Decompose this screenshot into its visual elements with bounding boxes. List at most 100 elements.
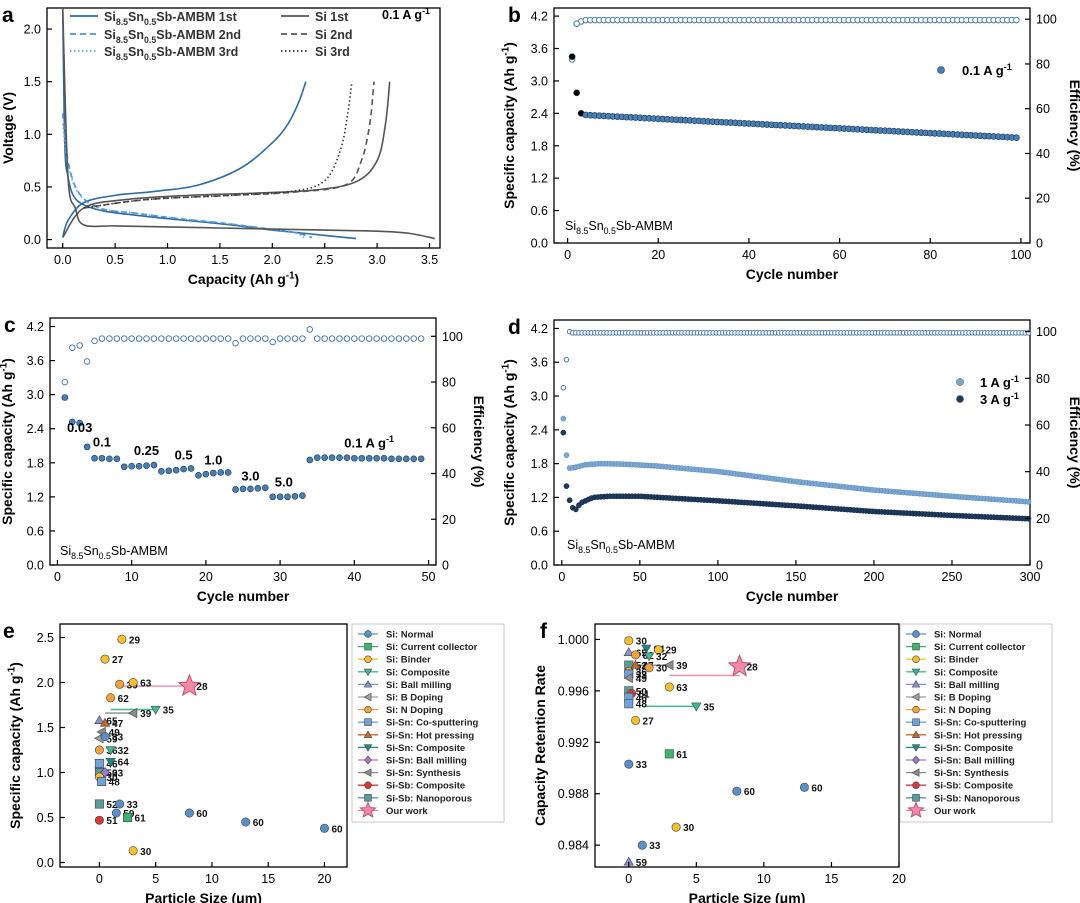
capacity-point (328, 454, 336, 461)
efficiency-point (373, 335, 380, 342)
y2-tick-label: 80 (1036, 57, 1050, 71)
efficiency-point (284, 335, 291, 342)
point-ref-label: 61 (676, 750, 688, 761)
x-tick-label: 20 (892, 872, 906, 886)
capacity-point (417, 455, 425, 463)
point-ref-label: 35 (703, 702, 715, 713)
point-ref-label: 33 (112, 733, 124, 744)
legend-marker (937, 66, 945, 74)
capacity-point (202, 470, 210, 478)
capacity-point (106, 455, 113, 463)
efficiency-point (165, 335, 173, 342)
efficiency-point (388, 335, 395, 342)
x-tick-label: 0 (625, 872, 632, 886)
data-point (94, 745, 104, 755)
y-axis-label-group: Specific capacity (Ah g-1) (0, 358, 15, 525)
efficiency-point (269, 338, 276, 346)
efficiency-point (336, 335, 343, 342)
y-tick-label: 2.4 (531, 423, 548, 437)
legend-label: Si: Binder (934, 655, 979, 666)
x-axis-label: Particle Size (μm) (145, 890, 262, 903)
y-tick-label: 3.6 (531, 356, 548, 370)
legend-label: Si: Current collector (934, 642, 1026, 653)
data-point (624, 636, 634, 646)
legend-label: 3 A g-1 (980, 391, 1019, 407)
legend-marker (912, 630, 920, 638)
rate-label: 0.5 (175, 447, 193, 462)
y-tick-label: 0.5 (37, 811, 54, 825)
capacity-point (210, 469, 217, 477)
capacity-point-3A (572, 506, 579, 513)
y-tick-label: 0.992 (558, 736, 589, 750)
capacity-point (365, 454, 373, 462)
point-ref-label: 50 (636, 687, 648, 698)
point-ref-label: 65 (106, 716, 118, 727)
legend-label: Si-Sb: Composite (386, 781, 465, 792)
legend-marker (364, 642, 372, 651)
data-point (94, 715, 105, 724)
voltage-curve (61, 7, 357, 240)
capacity-point (195, 471, 202, 479)
legend-label: Si-Sn: Synthesis (386, 768, 461, 779)
y2-axis-label-group: Efficiency (%) (1067, 80, 1080, 172)
efficiency-point (563, 356, 570, 363)
y2-tick-label: 60 (1036, 102, 1050, 116)
data-point (691, 702, 702, 712)
x-tick-label: 20 (318, 872, 332, 886)
legend-label: Si: Composite (386, 667, 450, 678)
data-point (99, 717, 111, 727)
y-tick-label: 1.8 (531, 457, 548, 471)
legend-label: Si: Ball milling (934, 680, 1000, 691)
y2-tick-label: 0 (1036, 237, 1043, 251)
legend-label: Si: B Doping (934, 693, 991, 704)
y2-tick-label: 100 (1036, 325, 1057, 339)
x-tick-label: 0.0 (54, 253, 71, 267)
point-ref-label: 30 (140, 847, 152, 858)
panel-f: 3064296562325247393036332849635051464835… (532, 620, 1053, 903)
point-ref-label: 33 (112, 769, 124, 780)
y-tick-label: 3.6 (27, 354, 44, 368)
capacity-point (388, 455, 395, 463)
capacity-point (336, 454, 343, 461)
x-tick-label: 10 (757, 872, 771, 886)
efficiency-point (343, 335, 351, 342)
data-point (727, 653, 752, 677)
y-tick-label: 3.0 (531, 390, 548, 404)
legend-label: Si-Sb: Composite (934, 781, 1013, 792)
y-axis-label-group: Voltage (V) (0, 92, 16, 164)
x-tick-label: 200 (864, 570, 885, 584)
data-point (105, 758, 116, 767)
x-tick-label: 300 (1020, 570, 1041, 584)
legend-label: Si: Ball milling (386, 680, 452, 691)
y-tick-label: 3.6 (531, 42, 548, 56)
y2-tick-label: 20 (442, 513, 456, 527)
y-tick-label: 0.6 (531, 204, 548, 218)
capacity-point (299, 492, 306, 500)
legend-marker (911, 668, 921, 677)
capacity-point (83, 443, 91, 451)
efficiency-point (560, 384, 567, 391)
y-axis-label: Specific capacity (Ah g-1) (0, 358, 15, 525)
y-tick-label: 1.8 (27, 456, 44, 470)
point-ref-label: 48 (109, 778, 121, 789)
capacity-point (61, 394, 69, 401)
rate-label: 1.0 (204, 452, 222, 467)
data-point (127, 707, 138, 719)
legend-marker (912, 755, 920, 765)
y2-tick-label: 60 (1036, 419, 1050, 433)
x-tick-label: 60 (833, 248, 847, 262)
x-tick-label: 15 (261, 872, 275, 886)
efficiency-point (299, 335, 306, 342)
legend-label: Si: N Doping (934, 705, 991, 716)
legend-marker (911, 768, 920, 777)
y-tick-label: 1.2 (531, 491, 548, 505)
legend-marker (364, 655, 372, 663)
plot-frame (553, 319, 1031, 566)
x-tick-label: 3.5 (421, 253, 438, 267)
x-tick-label: 40 (347, 570, 361, 584)
capacity-point (180, 465, 187, 473)
x-tick-label: 5 (152, 872, 159, 886)
legend-marker (956, 378, 964, 386)
point-ref-label: 51 (106, 816, 118, 827)
legend-marker (911, 680, 921, 688)
